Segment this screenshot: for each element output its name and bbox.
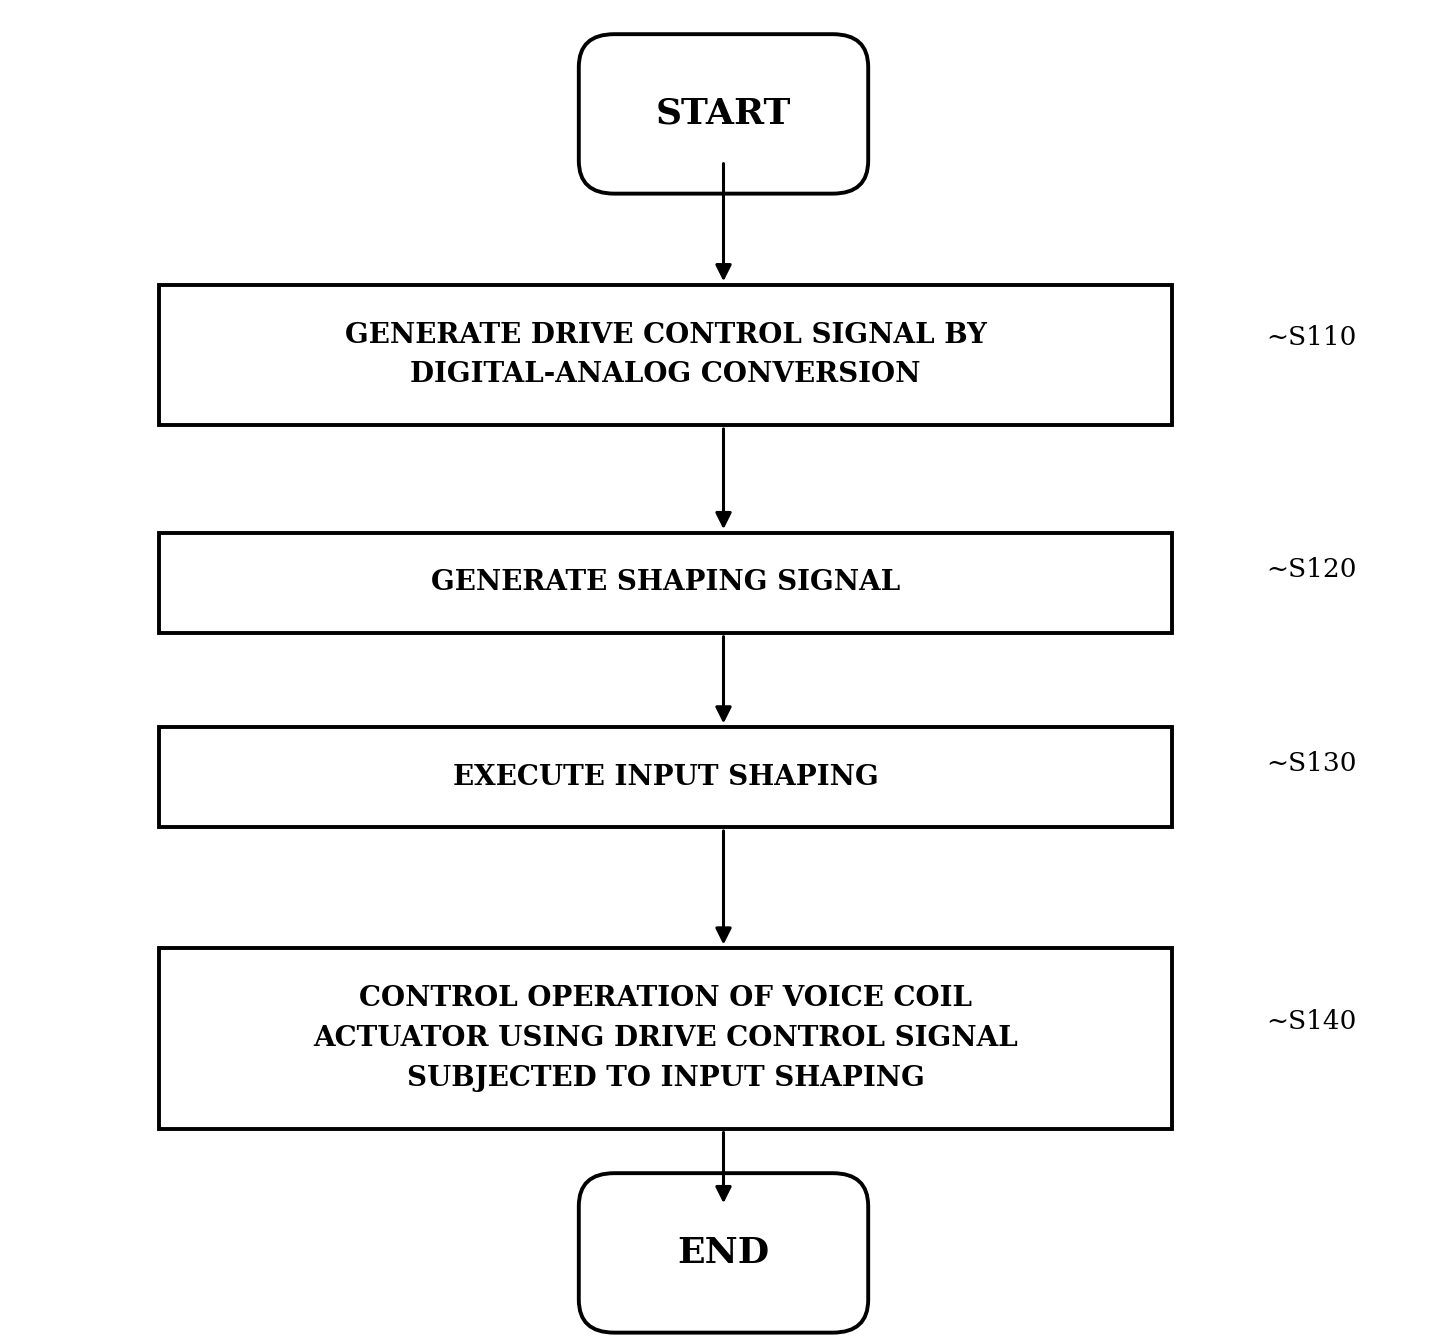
Text: GENERATE DRIVE CONTROL SIGNAL BY
DIGITAL-ANALOG CONVERSION: GENERATE DRIVE CONTROL SIGNAL BY DIGITAL…: [344, 322, 987, 389]
Text: CONTROL OPERATION OF VOICE COIL
ACTUATOR USING DRIVE CONTROL SIGNAL
SUBJECTED TO: CONTROL OPERATION OF VOICE COIL ACTUATOR…: [313, 985, 1019, 1092]
Text: EXECUTE INPUT SHAPING: EXECUTE INPUT SHAPING: [453, 764, 878, 791]
Text: ~S110: ~S110: [1266, 326, 1356, 350]
Bar: [159, 285, 1172, 426]
Text: ~S130: ~S130: [1266, 752, 1357, 776]
Bar: [159, 726, 1172, 828]
FancyBboxPatch shape: [579, 34, 868, 193]
Text: START: START: [655, 96, 792, 131]
Text: END: END: [677, 1235, 770, 1270]
Bar: [159, 949, 1172, 1128]
Bar: [159, 533, 1172, 634]
FancyBboxPatch shape: [579, 1174, 868, 1332]
Text: ~S140: ~S140: [1266, 1009, 1356, 1033]
Text: ~S120: ~S120: [1266, 557, 1357, 582]
Text: GENERATE SHAPING SIGNAL: GENERATE SHAPING SIGNAL: [431, 570, 900, 596]
